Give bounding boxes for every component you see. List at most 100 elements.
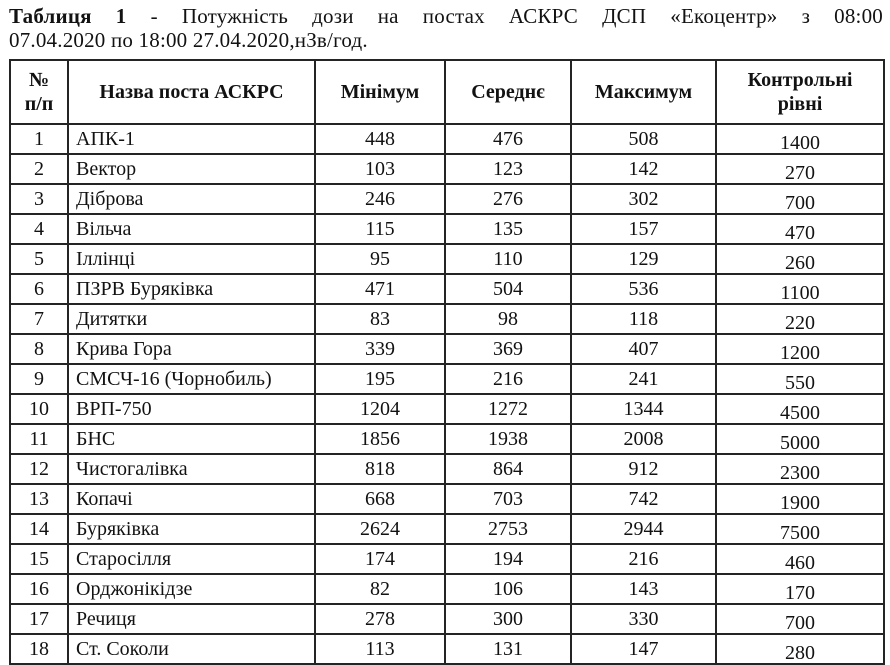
control-level-value: 280 [785, 641, 815, 664]
cell-min: 2624 [314, 513, 446, 545]
control-level-value: 7500 [780, 521, 820, 544]
table-row: 11 БНС 1856 1938 2008 5000 [9, 423, 885, 455]
table-title-line1: Таблиця 1 - Потужність дози на постах АС… [9, 4, 883, 28]
cell-ctrl: 170 [715, 573, 885, 605]
control-level-value: 1200 [780, 341, 820, 364]
cell-avg: 106 [444, 573, 572, 605]
cell-avg: 276 [444, 183, 572, 215]
cell-avg: 1272 [444, 393, 572, 425]
control-level-value: 550 [785, 371, 815, 394]
control-level-value: 1900 [780, 491, 820, 514]
cell-name: Чистогалівка [67, 453, 316, 485]
cell-max: 2944 [570, 513, 717, 545]
dose-rate-table: № п/п Назва поста АСКРС Мінімум Середнє Макс… [9, 59, 885, 665]
control-level-value: 270 [785, 161, 815, 184]
column-header-max: Максимум [570, 59, 717, 125]
cell-name: Буряківка [67, 513, 316, 545]
cell-avg: 504 [444, 273, 572, 305]
cell-min: 195 [314, 363, 446, 395]
cell-max: 118 [570, 303, 717, 335]
cell-max: 241 [570, 363, 717, 395]
cell-name: АПК-1 [67, 123, 316, 155]
table-row: 17 Речиця 278 300 330 700 [9, 603, 885, 635]
control-level-value: 5000 [780, 431, 820, 454]
cell-name: Ст. Соколи [67, 633, 316, 665]
cell-name: ПЗРВ Буряківка [67, 273, 316, 305]
cell-num: 1 [9, 123, 69, 155]
table-row: 16 Орджонікідзе 82 106 143 170 [9, 573, 885, 605]
cell-avg: 476 [444, 123, 572, 155]
cell-max: 142 [570, 153, 717, 185]
cell-name: Копачі [67, 483, 316, 515]
cell-name: Вектор [67, 153, 316, 185]
control-level-value: 1100 [780, 281, 820, 304]
column-header-ctrl: Контрольні рівні [715, 59, 885, 125]
cell-num: 12 [9, 453, 69, 485]
table-row: 4 Вільча 115 135 157 470 [9, 213, 885, 245]
cell-max: 157 [570, 213, 717, 245]
cell-ctrl: 1100 [715, 273, 885, 305]
cell-max: 407 [570, 333, 717, 365]
table-row: 3 Діброва 246 276 302 700 [9, 183, 885, 215]
cell-max: 2008 [570, 423, 717, 455]
control-level-value: 260 [785, 251, 815, 274]
cell-avg: 123 [444, 153, 572, 185]
cell-num: 4 [9, 213, 69, 245]
cell-ctrl: 5000 [715, 423, 885, 455]
cell-avg: 98 [444, 303, 572, 335]
table-row: 10 ВРП-750 1204 1272 1344 4500 [9, 393, 885, 425]
table-row: 2 Вектор 103 123 142 270 [9, 153, 885, 185]
cell-avg: 216 [444, 363, 572, 395]
cell-max: 912 [570, 453, 717, 485]
table-title-line2: 07.04.2020 по 18:00 27.04.2020,нЗв/год. [9, 28, 368, 52]
control-level-value: 220 [785, 311, 815, 334]
cell-num: 8 [9, 333, 69, 365]
table-header-row: № п/п Назва поста АСКРС Мінімум Середнє Макс… [9, 59, 885, 125]
cell-name: СМСЧ-16 (Чорнобиль) [67, 363, 316, 395]
cell-min: 103 [314, 153, 446, 185]
cell-min: 246 [314, 183, 446, 215]
cell-max: 1344 [570, 393, 717, 425]
cell-ctrl: 700 [715, 603, 885, 635]
cell-num: 15 [9, 543, 69, 575]
cell-num: 13 [9, 483, 69, 515]
cell-min: 818 [314, 453, 446, 485]
cell-num: 6 [9, 273, 69, 305]
control-level-value: 460 [785, 551, 815, 574]
control-level-value: 4500 [780, 401, 820, 424]
cell-ctrl: 700 [715, 183, 885, 215]
cell-min: 113 [314, 633, 446, 665]
cell-name: Дитятки [67, 303, 316, 335]
cell-name: Речиця [67, 603, 316, 635]
cell-min: 115 [314, 213, 446, 245]
table-title-label: Таблиця 1 [9, 4, 127, 28]
table-row: 14 Буряківка 2624 2753 2944 7500 [9, 513, 885, 545]
cell-min: 1856 [314, 423, 446, 455]
cell-avg: 135 [444, 213, 572, 245]
cell-avg: 2753 [444, 513, 572, 545]
cell-num: 11 [9, 423, 69, 455]
cell-max: 216 [570, 543, 717, 575]
cell-num: 9 [9, 363, 69, 395]
cell-name: Діброва [67, 183, 316, 215]
cell-num: 18 [9, 633, 69, 665]
cell-num: 16 [9, 573, 69, 605]
cell-ctrl: 4500 [715, 393, 885, 425]
cell-name: Іллінці [67, 243, 316, 275]
table-title: Таблиця 1 - Потужність дози на постах АС… [9, 4, 883, 52]
cell-min: 174 [314, 543, 446, 575]
cell-num: 10 [9, 393, 69, 425]
cell-name: ВРП-750 [67, 393, 316, 425]
table-row: 13 Копачі 668 703 742 1900 [9, 483, 885, 515]
control-level-value: 700 [785, 191, 815, 214]
cell-min: 448 [314, 123, 446, 155]
cell-name: БНС [67, 423, 316, 455]
cell-avg: 703 [444, 483, 572, 515]
cell-avg: 194 [444, 543, 572, 575]
cell-ctrl: 470 [715, 213, 885, 245]
cell-max: 508 [570, 123, 717, 155]
column-header-min: Мінімум [314, 59, 446, 125]
cell-num: 17 [9, 603, 69, 635]
cell-avg: 110 [444, 243, 572, 275]
